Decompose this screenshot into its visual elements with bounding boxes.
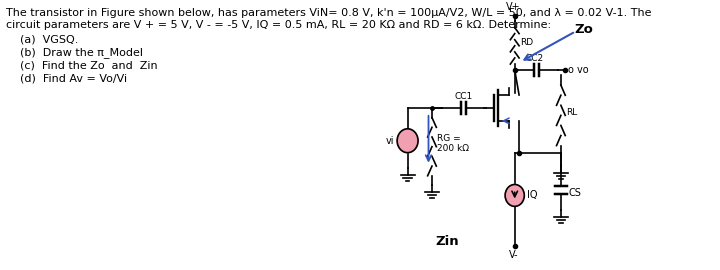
- Text: IQ: IQ: [527, 190, 537, 200]
- Text: V+: V+: [505, 2, 521, 12]
- Text: o vo: o vo: [568, 65, 588, 75]
- Text: circuit parameters are V + = 5 V, V - = -5 V, IQ = 0.5 mA, RL = 20 KΩ and RD = 6: circuit parameters are V + = 5 V, V - = …: [6, 21, 552, 31]
- Text: (c)  Find the Zo  and  Zin: (c) Find the Zo and Zin: [6, 60, 158, 70]
- Circle shape: [397, 129, 418, 153]
- Circle shape: [505, 184, 524, 206]
- Text: CS: CS: [569, 188, 582, 198]
- Text: V-: V-: [509, 250, 518, 260]
- Text: The transistor in Figure shown below, has parameters ViN= 0.8 V, k'n = 100μA/V2,: The transistor in Figure shown below, ha…: [6, 8, 652, 18]
- Text: vi: vi: [386, 136, 395, 146]
- Text: RL: RL: [566, 108, 577, 117]
- Text: CC1: CC1: [454, 92, 472, 101]
- Text: Zin: Zin: [435, 235, 459, 248]
- Text: (a)  VGSQ.: (a) VGSQ.: [6, 34, 78, 44]
- Text: RG =
200 kΩ: RG = 200 kΩ: [437, 134, 469, 153]
- Text: (b)  Draw the π_Model: (b) Draw the π_Model: [6, 47, 143, 58]
- Text: Zo: Zo: [574, 23, 593, 36]
- Text: (d)  Find Av = Vo/Vi: (d) Find Av = Vo/Vi: [6, 73, 127, 83]
- Text: RD: RD: [520, 38, 533, 47]
- Text: CC2: CC2: [526, 54, 544, 63]
